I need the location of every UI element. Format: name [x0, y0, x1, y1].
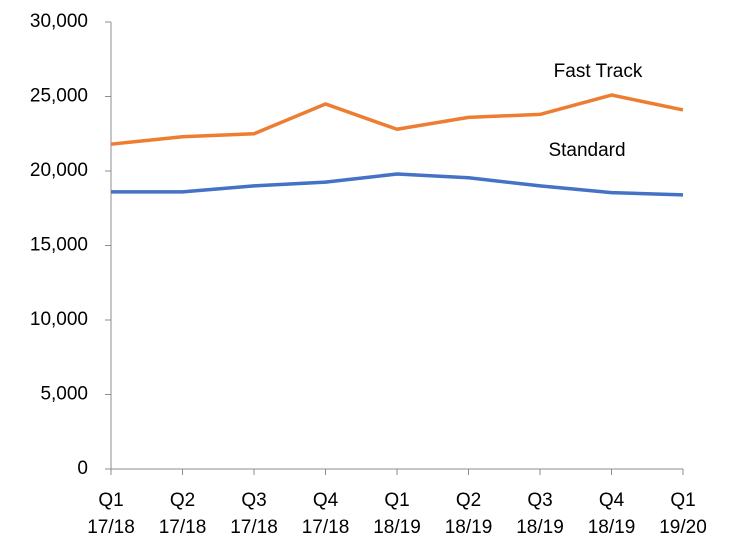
series-label: Standard	[548, 140, 625, 161]
y-tick-label: 25,000	[30, 86, 88, 107]
x-tick-label: Q1 19/20	[659, 490, 707, 538]
series-label: Fast Track	[554, 61, 643, 82]
y-tick-label: 5,000	[40, 384, 88, 405]
y-tick-label: 10,000	[30, 309, 88, 330]
y-tick-label: 0	[77, 458, 88, 479]
x-tick-label: Q1 17/18	[87, 490, 135, 538]
series-line	[110, 93, 684, 146]
x-tick-label: Q3 17/18	[230, 490, 278, 538]
x-tick-label: Q2 17/18	[158, 490, 207, 538]
x-tick-label: Q3 18/19	[516, 490, 564, 538]
y-tick-label: 15,000	[30, 235, 88, 256]
x-tick-label: Q4 18/19	[587, 490, 636, 538]
y-tick-label: 30,000	[30, 11, 88, 32]
x-tick-label: Q4 17/18	[301, 490, 350, 538]
x-tick-label: Q1 18/19	[373, 490, 421, 538]
y-tick-label: 20,000	[30, 160, 88, 181]
x-tick-label: Q2 18/19	[444, 490, 493, 538]
series-line	[111, 172, 684, 197]
